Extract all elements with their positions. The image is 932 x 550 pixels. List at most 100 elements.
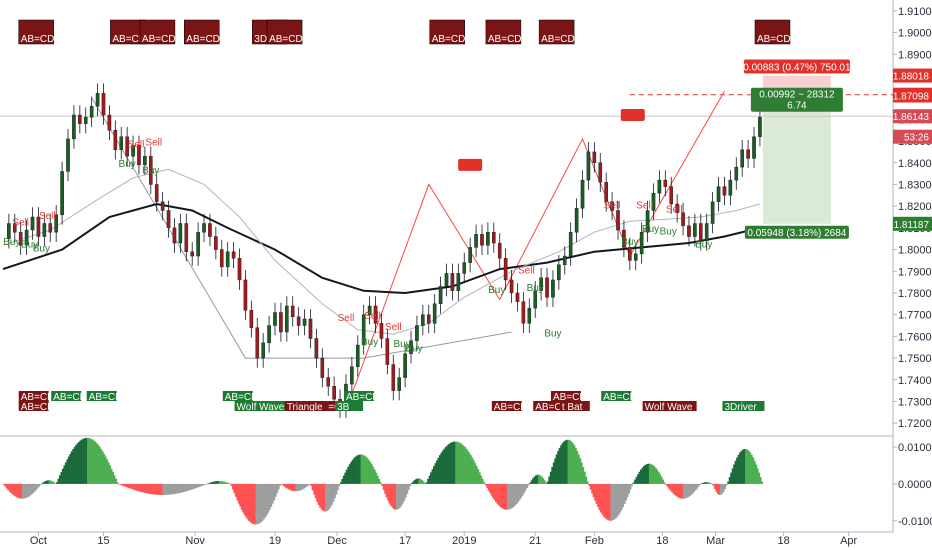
pattern-tag-bottom[interactable] bbox=[601, 391, 632, 401]
histogram-bar bbox=[211, 482, 214, 484]
histogram-bar bbox=[709, 482, 712, 484]
pattern-tag[interactable] bbox=[538, 19, 575, 45]
candle-body bbox=[645, 210, 650, 233]
histogram-bar bbox=[299, 483, 302, 491]
candle-body bbox=[172, 227, 177, 244]
pattern-marker[interactable] bbox=[620, 109, 645, 122]
buy-signal: Buy bbox=[361, 337, 378, 348]
histogram-bar bbox=[304, 483, 307, 488]
pattern-tag[interactable] bbox=[184, 19, 220, 45]
histogram-bar bbox=[166, 483, 169, 495]
price-badge[interactable] bbox=[893, 68, 932, 83]
histogram-bar bbox=[727, 481, 730, 484]
pattern-tag-bottom-label: Triangle bbox=[287, 402, 323, 413]
pattern-tag-bottom[interactable] bbox=[559, 401, 590, 411]
pattern-tag-bottom[interactable] bbox=[284, 401, 333, 411]
histogram-bar bbox=[509, 483, 512, 509]
pattern-tag-bottom[interactable] bbox=[222, 391, 253, 401]
price-badge[interactable] bbox=[893, 129, 932, 144]
price-badge[interactable] bbox=[893, 88, 932, 103]
histogram-bar bbox=[41, 483, 44, 484]
histogram-bar bbox=[406, 483, 409, 494]
take-profit-zone[interactable] bbox=[762, 94, 831, 224]
pattern-tag[interactable] bbox=[110, 19, 146, 45]
histogram-bar bbox=[456, 441, 459, 484]
candle-body bbox=[72, 114, 76, 140]
moving-average-2 bbox=[2, 168, 761, 335]
histogram-bar bbox=[502, 483, 505, 509]
histogram-bar bbox=[91, 439, 94, 484]
histogram-bar bbox=[450, 442, 453, 484]
risk-reward-label: 0.00992 ~ 28312 bbox=[759, 90, 835, 101]
candle-body bbox=[403, 353, 407, 378]
histogram-bar bbox=[464, 446, 466, 484]
candle-body bbox=[716, 186, 721, 203]
pattern-tag[interactable] bbox=[18, 19, 54, 45]
pattern-tag[interactable] bbox=[754, 19, 791, 45]
histogram-bar bbox=[66, 459, 69, 484]
candle-body bbox=[249, 310, 254, 328]
histogram-bar bbox=[107, 462, 110, 484]
histogram-bar bbox=[190, 483, 193, 490]
histogram-bar bbox=[684, 483, 687, 499]
candle-body bbox=[693, 223, 697, 237]
histogram-bar bbox=[694, 483, 697, 491]
histogram-bar bbox=[33, 483, 36, 492]
price-tick-label: 1.72000 bbox=[898, 418, 932, 430]
pattern-tag-bottom[interactable] bbox=[86, 391, 117, 401]
candle-body bbox=[622, 229, 626, 248]
histogram-bar bbox=[651, 464, 654, 484]
pattern-tag-bottom[interactable] bbox=[335, 401, 364, 411]
pattern-tag-bottom[interactable] bbox=[533, 401, 564, 411]
histogram-bar bbox=[722, 483, 725, 492]
pattern-tag[interactable] bbox=[266, 19, 303, 45]
histogram-bar bbox=[739, 452, 741, 484]
histogram-bar bbox=[431, 469, 434, 484]
pattern-tag-bottom[interactable] bbox=[642, 401, 697, 411]
time-axis[interactable]: Oct 15 Nov 19 Dec 17 2019 21 Feb 18 Mar 18 Apr bbox=[30, 532, 858, 547]
target-label-box bbox=[744, 225, 849, 239]
histogram-bar bbox=[363, 455, 366, 484]
histogram-bar bbox=[388, 483, 391, 504]
stop-label-box bbox=[743, 59, 850, 74]
pattern-tag-bottom[interactable] bbox=[722, 401, 765, 411]
pattern-tag[interactable] bbox=[429, 19, 465, 45]
sell-signal: Sell bbox=[666, 205, 683, 216]
sell-signal: Sell bbox=[12, 218, 29, 229]
histogram-bar bbox=[459, 443, 462, 484]
candle-body bbox=[261, 342, 265, 359]
histogram-bar bbox=[192, 483, 194, 490]
pattern-tag-bottom[interactable] bbox=[343, 391, 374, 401]
price-tick-label: 1.84000 bbox=[898, 158, 932, 170]
pattern-tag[interactable] bbox=[139, 19, 176, 45]
histogram-bar bbox=[603, 483, 605, 517]
histogram-bar bbox=[441, 450, 444, 484]
time-tick-label: Feb bbox=[585, 535, 604, 547]
histogram-bar bbox=[557, 450, 560, 484]
price-axis[interactable]: 1.910001.900001.890001.880001.870001.860… bbox=[893, 6, 932, 528]
pattern-tag-bottom[interactable] bbox=[550, 391, 581, 401]
candle-body bbox=[208, 223, 212, 237]
pattern-tag-bottom[interactable] bbox=[18, 391, 49, 401]
histogram-bar bbox=[30, 483, 33, 495]
candle-body bbox=[48, 223, 53, 233]
pattern-tag-bottom[interactable] bbox=[234, 401, 289, 411]
histogram-bar bbox=[186, 483, 188, 492]
candle-body bbox=[421, 314, 425, 326]
price-badge[interactable] bbox=[893, 109, 932, 124]
histogram-bar bbox=[331, 483, 333, 505]
pattern-tag-bottom[interactable] bbox=[51, 391, 82, 401]
pattern-tag-bottom[interactable] bbox=[491, 401, 522, 411]
pattern-marker[interactable] bbox=[458, 158, 483, 171]
histogram-bar bbox=[734, 460, 737, 484]
histogram-bar bbox=[333, 483, 336, 499]
histogram-bar bbox=[323, 483, 326, 512]
candle-body bbox=[350, 366, 354, 385]
price-badge[interactable] bbox=[893, 216, 932, 231]
pattern-tag-bottom[interactable] bbox=[18, 401, 49, 411]
oscillator-pane[interactable] bbox=[2, 437, 764, 525]
histogram-bar bbox=[644, 464, 647, 484]
pattern-tag-bottom-label: AB=CD bbox=[494, 402, 528, 413]
pattern-tag[interactable] bbox=[485, 19, 522, 45]
